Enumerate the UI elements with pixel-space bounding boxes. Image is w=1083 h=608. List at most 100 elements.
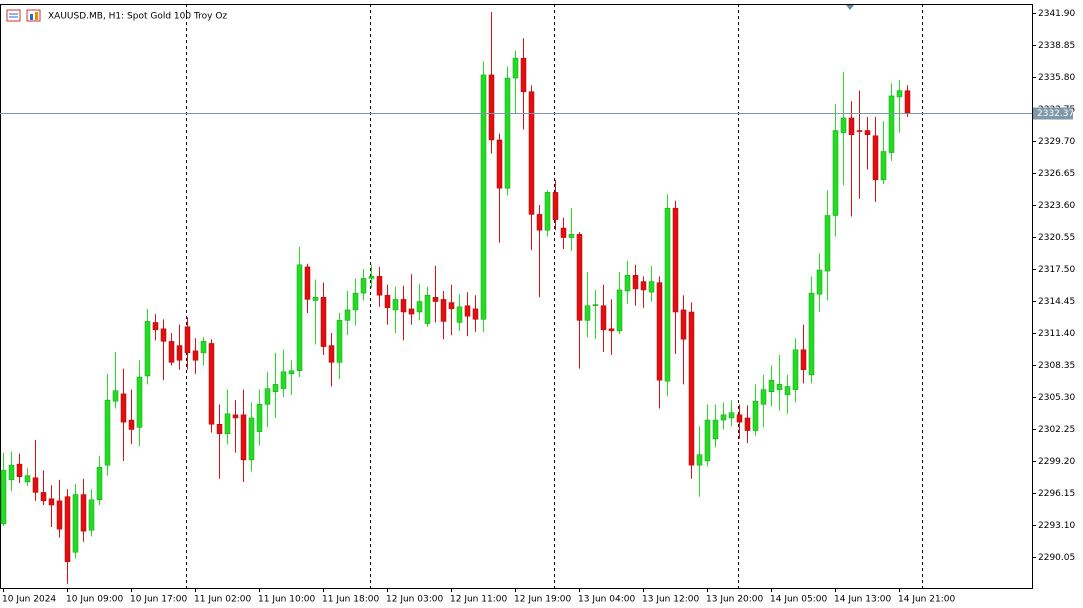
candle-body: [824, 215, 831, 272]
candle-body: [576, 234, 583, 321]
chart-title: XAUUSD.MB, H1: Spot Gold 100 Troy Oz: [48, 12, 227, 22]
candle-body: [344, 309, 351, 321]
candle-body: [640, 281, 647, 291]
candle-body: [544, 192, 551, 231]
candle-body: [152, 322, 159, 331]
candle-body: [208, 343, 215, 425]
candle-body: [144, 321, 151, 377]
candle-body: [200, 341, 207, 354]
candle-body: [176, 345, 183, 361]
candle-body: [520, 57, 527, 92]
candle-body: [624, 275, 631, 292]
candle-body: [224, 413, 231, 434]
candle-body: [336, 320, 343, 363]
candle-body: [672, 207, 679, 313]
candle-body: [296, 264, 303, 371]
candle-body: [408, 308, 415, 315]
candle-body: [288, 370, 295, 375]
x-tick-label: 14 Jun 21:00: [898, 595, 955, 605]
candle-body: [312, 297, 319, 301]
candle-body: [736, 414, 743, 423]
candle-body: [696, 454, 703, 466]
y-tick-label: 2311.40: [1038, 329, 1075, 339]
candle-body: [120, 393, 127, 423]
candle-body: [136, 376, 143, 428]
candle-body: [104, 399, 111, 466]
y-tick-label: 2290.05: [1038, 553, 1075, 563]
candle-body: [184, 326, 191, 354]
candle-body: [328, 345, 335, 363]
candle-body: [480, 74, 487, 320]
y-tick-label: 2314.45: [1038, 297, 1075, 307]
x-tick-label: 12 Jun 19:00: [514, 595, 571, 605]
x-tick-label: 13 Jun 04:00: [578, 595, 635, 605]
candle-body: [8, 464, 15, 481]
candle-body: [496, 139, 503, 189]
candle-body: [64, 496, 71, 562]
candle-body: [456, 306, 463, 323]
x-tick-label: 10 Jun 09:00: [66, 595, 123, 605]
candle-body: [256, 404, 263, 432]
toolbar-icons: [6, 9, 41, 22]
candle-body: [376, 276, 383, 296]
candle-body: [96, 467, 103, 501]
candle-body: [800, 349, 807, 370]
candle-body: [536, 214, 543, 231]
candle-body: [464, 305, 471, 317]
candle-body: [368, 276, 375, 279]
y-tick-label: 2296.15: [1038, 489, 1075, 499]
candle-body: [592, 304, 599, 306]
candle-body: [40, 492, 47, 502]
candle-body: [816, 269, 823, 295]
candle-body: [416, 301, 423, 313]
y-tick-label: 2338.85: [1038, 41, 1075, 51]
candle-body: [872, 135, 879, 181]
icon: [26, 9, 41, 22]
y-tick-label: 2299.20: [1038, 457, 1075, 467]
candle-body: [840, 117, 847, 133]
candle-body: [192, 350, 199, 361]
candle-body: [616, 289, 623, 332]
candle-body: [16, 463, 23, 477]
candle-body: [472, 308, 479, 320]
candle-body: [768, 379, 775, 392]
candle-body: [832, 130, 839, 216]
candle-body: [88, 499, 95, 531]
x-tick-label: 11 Jun 02:00: [194, 595, 251, 605]
candle-body: [760, 389, 767, 405]
candle-body: [128, 419, 135, 430]
candle-body: [528, 91, 535, 215]
candle-body: [744, 417, 751, 431]
candle-body: [552, 192, 559, 220]
x-tick-label: 11 Jun 10:00: [258, 595, 315, 605]
candle-body: [608, 328, 615, 332]
candle-body: [584, 305, 591, 321]
candle-body: [160, 328, 167, 342]
candle-body: [56, 500, 63, 530]
candle-body: [904, 90, 911, 114]
candle-body: [896, 90, 903, 98]
candle-body: [808, 292, 815, 376]
price-label-box: [1033, 107, 1073, 120]
candle-body: [512, 57, 519, 79]
x-tick-label: 14 Jun 13:00: [834, 595, 891, 605]
y-tick-label: 2293.10: [1038, 521, 1075, 531]
candle-body: [360, 278, 367, 294]
candle-body: [648, 281, 655, 293]
shift-marker: [846, 5, 854, 10]
candle-body: [240, 414, 247, 461]
candle-body: [432, 297, 439, 302]
y-tick-label: 2326.65: [1038, 169, 1075, 179]
y-tick-label: 2335.80: [1038, 73, 1075, 83]
candle-body: [384, 294, 391, 309]
candle-body: [776, 384, 783, 390]
y-tick-label: 2320.55: [1038, 233, 1075, 243]
candle-body: [112, 390, 119, 402]
candle-body: [304, 266, 311, 300]
candle-body: [280, 371, 287, 389]
candle-body: [216, 423, 223, 434]
x-tick-label: 14 Jun 05:00: [770, 595, 827, 605]
candle-body: [488, 74, 495, 141]
x-tick-label: 10 Jun 17:00: [130, 595, 187, 605]
